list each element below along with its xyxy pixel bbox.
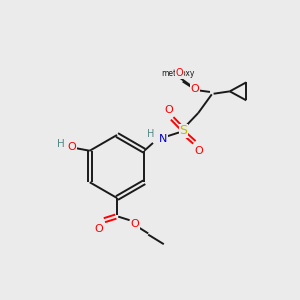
Text: N: N [159, 134, 168, 144]
Text: O: O [194, 146, 203, 156]
Text: methoxy: methoxy [161, 68, 195, 77]
Text: H: H [147, 129, 154, 139]
Text: O: O [164, 105, 173, 115]
Text: O: O [68, 142, 76, 152]
Text: S: S [179, 124, 187, 137]
Text: O: O [176, 68, 184, 78]
Text: O: O [94, 224, 103, 234]
Text: O: O [190, 84, 199, 94]
Text: O: O [130, 219, 140, 230]
Text: H: H [57, 139, 64, 149]
